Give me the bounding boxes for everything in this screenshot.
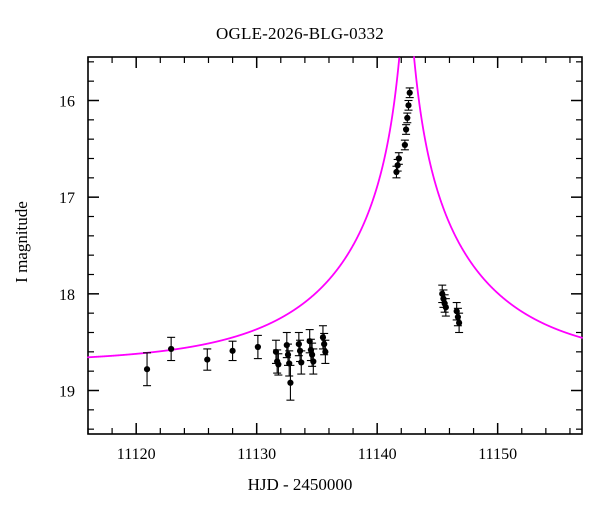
- y-axis-tick-labels: 16 17 18 19: [59, 94, 75, 401]
- data-point: [405, 102, 412, 109]
- data-point: [442, 304, 449, 311]
- x-axis-label: HJD - 2450000: [247, 475, 353, 494]
- data-point: [322, 348, 329, 355]
- data-point: [272, 348, 280, 355]
- data-point: [439, 290, 446, 297]
- data-point: [393, 168, 400, 176]
- data-point: [394, 162, 401, 169]
- data-point: [229, 347, 236, 354]
- y-axis-label: I magnitude: [12, 201, 31, 283]
- data-point: [283, 341, 290, 349]
- data-point: [310, 358, 317, 365]
- x-tick-label: 11150: [478, 446, 517, 463]
- y-tick-label: 16: [59, 94, 75, 111]
- x-axis-tick-labels: 11120 11130 11140 11150: [117, 446, 517, 463]
- data-point: [284, 351, 292, 358]
- data-point: [306, 338, 313, 345]
- data-point: [309, 351, 316, 358]
- data-point: [143, 366, 151, 373]
- y-tick-label: 19: [59, 384, 75, 401]
- data-point: [275, 361, 282, 368]
- data-point: [286, 360, 293, 367]
- model-curve: [87, 56, 583, 359]
- page-title: OGLE-2026-BLG-0332: [216, 24, 384, 43]
- data-point: [440, 295, 447, 302]
- data-point: [454, 313, 461, 321]
- x-tick-label: 11120: [117, 446, 156, 463]
- data-point: [321, 341, 328, 348]
- data-point: [287, 379, 294, 386]
- plot-frame: [87, 56, 583, 435]
- data-point: [402, 126, 410, 133]
- data-errorbars: [143, 87, 464, 401]
- data-point: [307, 346, 315, 353]
- y-tick-label: 17: [59, 190, 75, 207]
- data-point: [319, 334, 327, 341]
- x-axis-ticks: [87, 57, 571, 434]
- data-point: [168, 345, 175, 353]
- data-point: [298, 359, 305, 366]
- data-point: [295, 341, 302, 348]
- x-tick-label: 11130: [237, 446, 276, 463]
- data-point: [204, 356, 211, 363]
- data-point: [453, 308, 460, 315]
- y-axis-ticks: [88, 61, 582, 430]
- data-points: [143, 89, 463, 386]
- data-point: [401, 141, 408, 149]
- data-point: [406, 89, 413, 96]
- data-point: [296, 347, 304, 354]
- y-tick-label: 18: [59, 287, 75, 304]
- data-point: [404, 114, 411, 121]
- data-point: [395, 155, 402, 162]
- x-tick-label: 11140: [358, 446, 397, 463]
- data-point: [254, 343, 261, 351]
- data-point: [456, 319, 463, 326]
